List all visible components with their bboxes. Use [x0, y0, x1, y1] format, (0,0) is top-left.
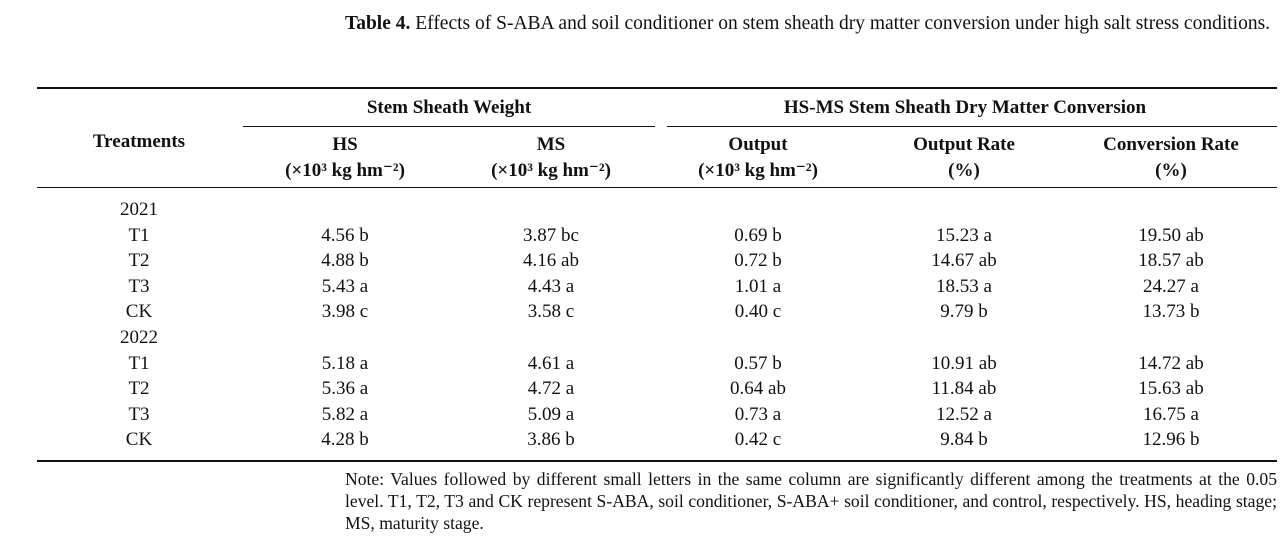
cell: 0.57 b	[734, 352, 782, 374]
cell: 9.79 b	[940, 301, 988, 323]
column-name: Output Rate	[913, 134, 1015, 155]
cell: 12.96 b	[1142, 429, 1200, 451]
column-name: MS	[536, 134, 566, 155]
column-unit: (%)	[948, 160, 980, 181]
cell: 5.82 a	[321, 403, 369, 425]
cell: 11.84 ab	[931, 378, 997, 400]
treatment: CK	[125, 429, 153, 451]
treatment: T1	[128, 224, 150, 246]
cell: 12.52 a	[936, 403, 992, 425]
cell: 4.88 b	[321, 250, 369, 272]
treatment: T2	[128, 250, 150, 272]
column-unit: (×10³ kg hm⁻²)	[698, 160, 818, 181]
cell: 3.98 c	[321, 301, 369, 323]
column-name: Output	[728, 134, 788, 155]
caption-label: Table 4.	[345, 13, 411, 34]
cell: 0.40 c	[734, 301, 782, 323]
treatment: T3	[128, 275, 150, 297]
cell: 0.69 b	[734, 224, 782, 246]
cell: 4.72 a	[527, 378, 575, 400]
caption-text: Effects of S-ABA and soil conditioner on…	[415, 13, 1271, 34]
cell: 4.28 b	[321, 429, 369, 451]
group-header: Stem Sheath Weight	[366, 97, 532, 118]
column-unit: (%)	[1155, 160, 1187, 181]
row-header: Treatments	[92, 131, 186, 152]
treatment: CK	[125, 301, 153, 323]
bottom-rule	[37, 460, 1277, 462]
header-rule	[37, 187, 1277, 188]
treatment: T1	[128, 352, 150, 374]
cell: 14.72 ab	[1138, 352, 1204, 374]
cell: 5.43 a	[321, 275, 369, 297]
cell: 0.72 b	[734, 250, 782, 272]
column-name: Conversion Rate	[1103, 134, 1239, 155]
cell: 3.58 c	[527, 301, 575, 323]
cell: 4.16 ab	[523, 250, 579, 272]
column-unit: (×10³ kg hm⁻²)	[285, 160, 405, 181]
cell: 15.23 a	[936, 224, 992, 246]
cell: 13.73 b	[1142, 301, 1200, 323]
cell: 4.43 a	[527, 275, 575, 297]
caption: Table 4. Effects of S-ABA and soil condi…	[345, 10, 1275, 38]
treatment: T3	[128, 403, 150, 425]
cell: 3.87 bc	[523, 224, 579, 246]
cell: 0.73 a	[734, 403, 782, 425]
cell: 4.61 a	[527, 352, 575, 374]
cell: 15.63 ab	[1138, 378, 1204, 400]
note: Note: Values followed by different small…	[345, 469, 1277, 533]
cell: 19.50 ab	[1138, 224, 1204, 246]
cell: 0.42 c	[734, 429, 782, 451]
cell: 9.84 b	[940, 429, 988, 451]
cell: 3.86 b	[527, 429, 575, 451]
group-header: HS-MS Stem Sheath Dry Matter Conversion	[783, 97, 1147, 118]
cell: 5.36 a	[321, 378, 369, 400]
cell: 24.27 a	[1143, 275, 1199, 297]
cell: 5.09 a	[527, 403, 575, 425]
column-name: HS	[332, 134, 358, 155]
top-rule	[37, 87, 1277, 89]
cell: 1.01 a	[734, 275, 782, 297]
cell: 10.91 ab	[931, 352, 997, 374]
cell: 0.64 ab	[730, 378, 786, 400]
cell: 16.75 a	[1143, 403, 1199, 425]
group-rule	[667, 126, 1277, 127]
cell: 18.53 a	[936, 275, 992, 297]
group-rule	[243, 126, 655, 127]
cell: 18.57 ab	[1138, 250, 1204, 272]
cell: 4.56 b	[321, 224, 369, 246]
year-label: 2021	[120, 199, 158, 220]
treatment: T2	[128, 378, 150, 400]
cell: 5.18 a	[321, 352, 369, 374]
column-unit: (×10³ kg hm⁻²)	[491, 160, 611, 181]
year-label: 2022	[120, 327, 158, 348]
cell: 14.67 ab	[931, 250, 997, 272]
